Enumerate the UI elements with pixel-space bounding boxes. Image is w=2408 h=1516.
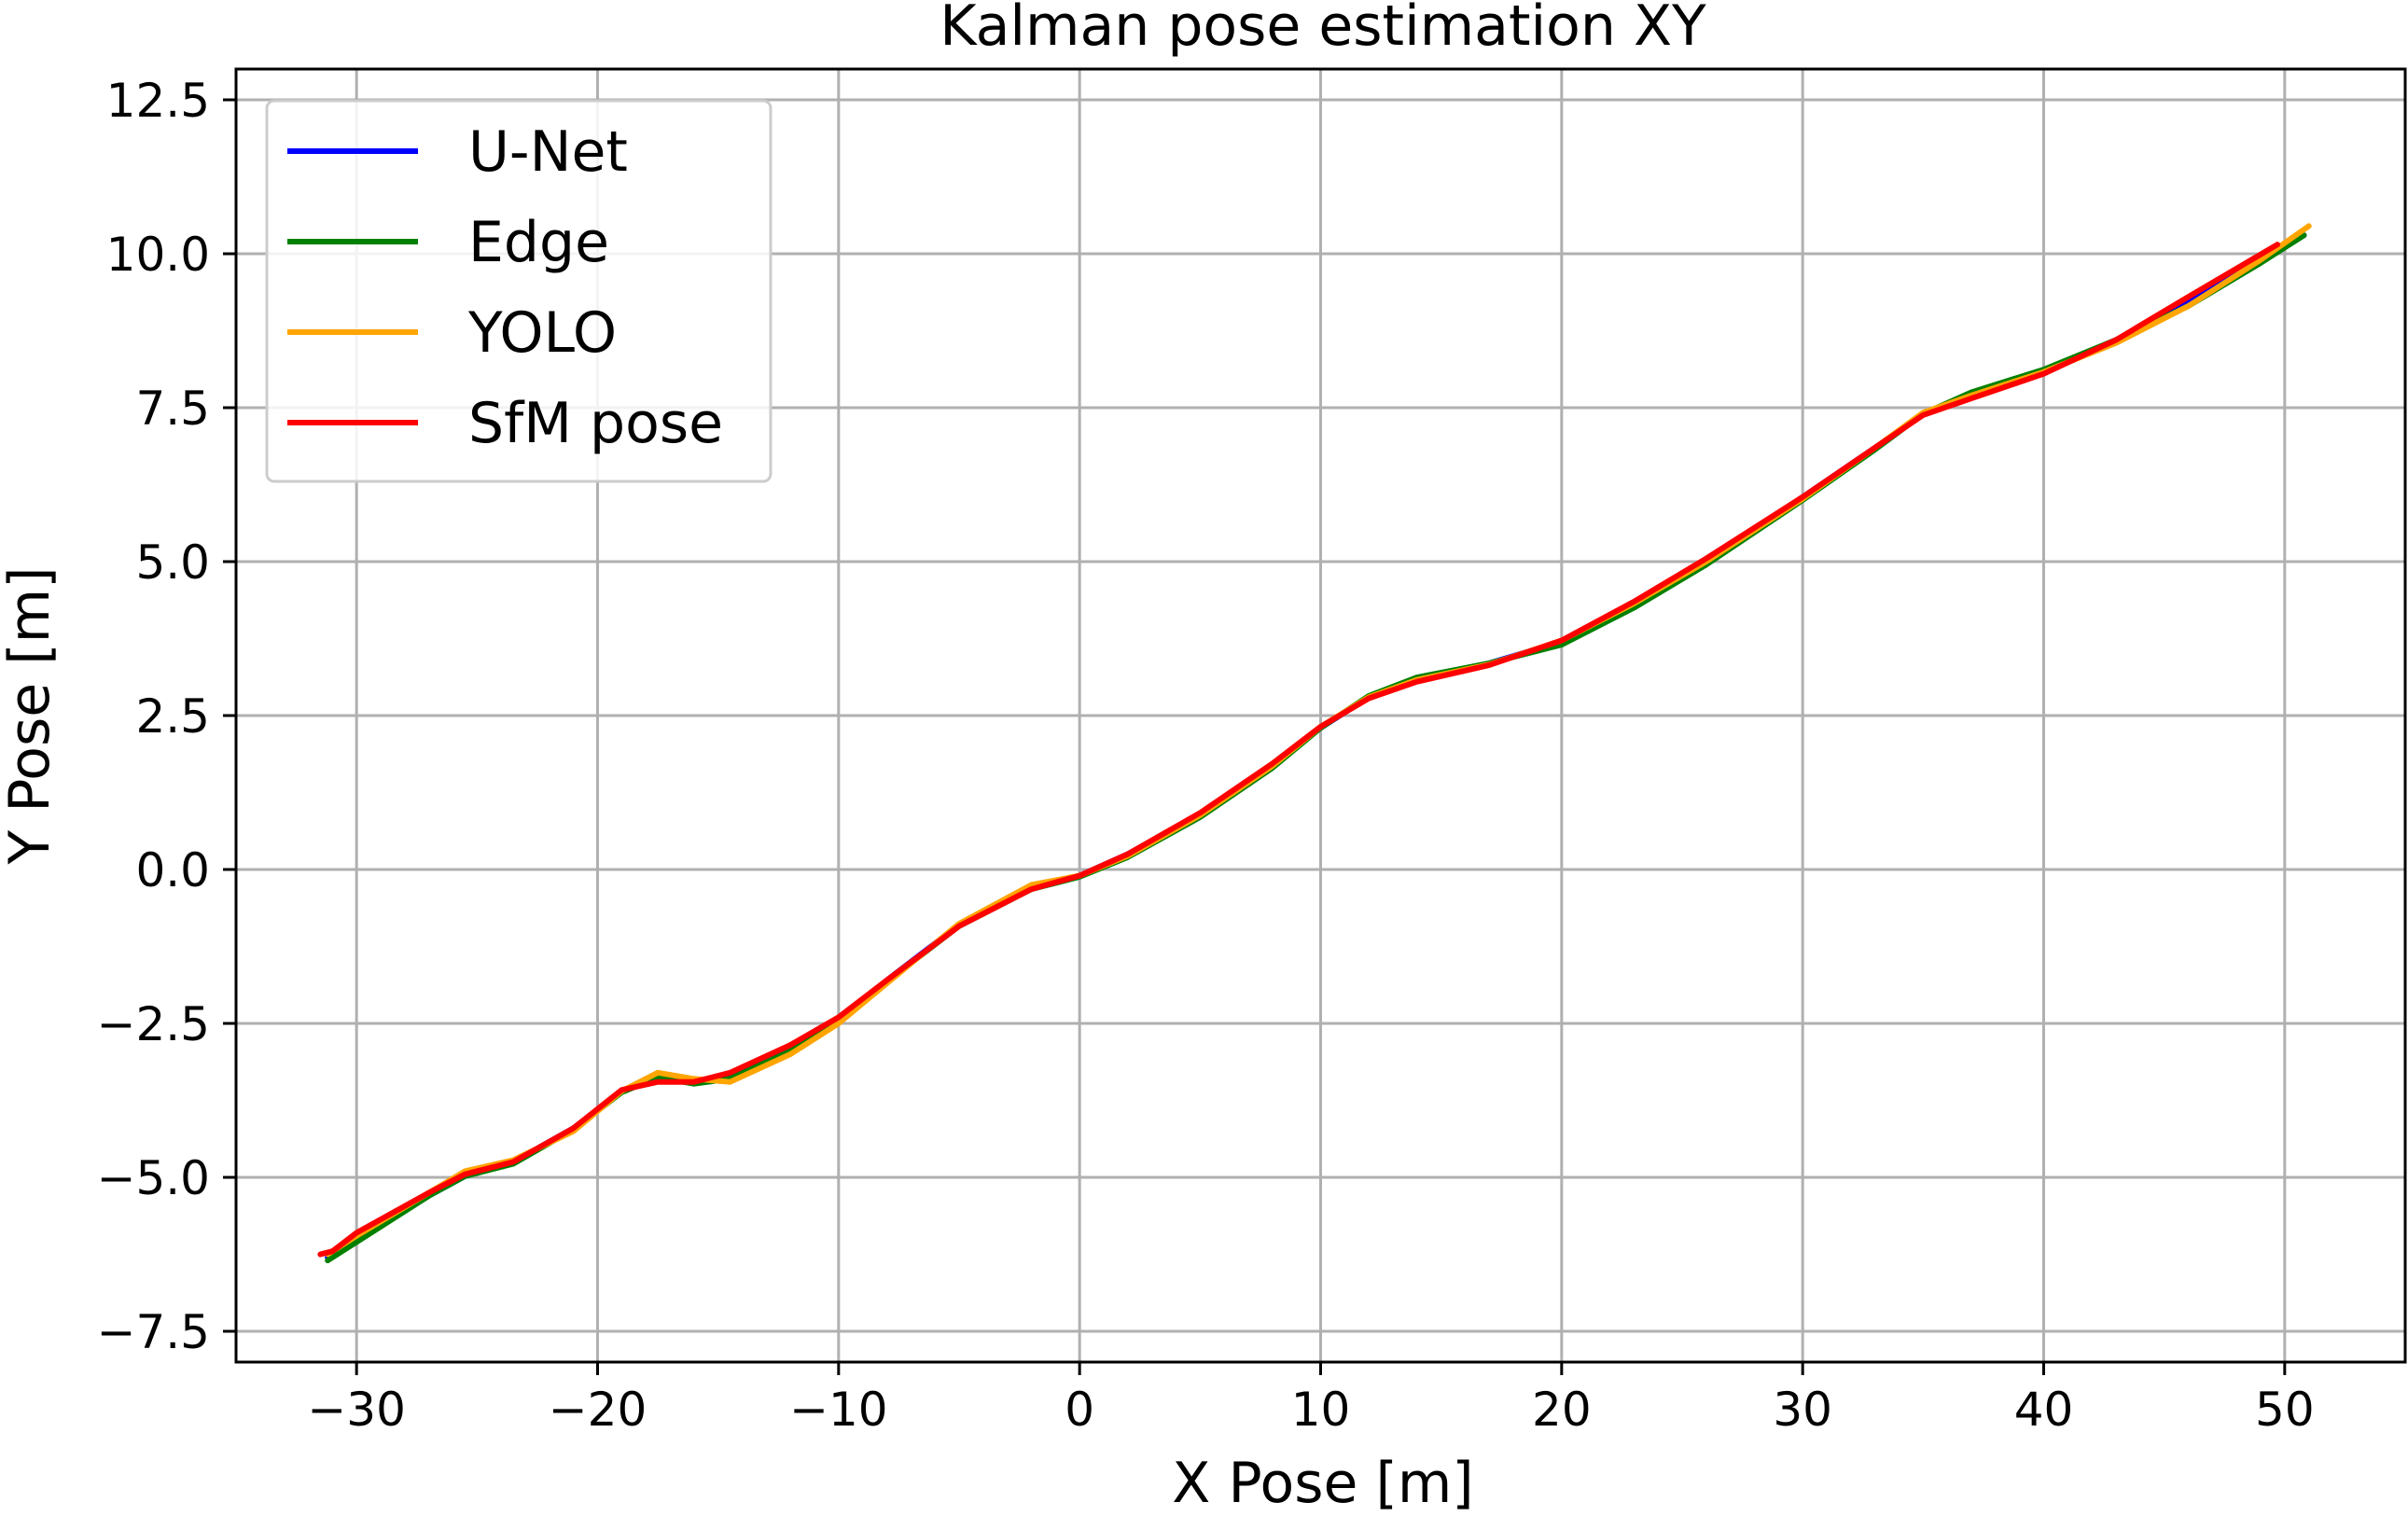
grid-lines — [236, 69, 2405, 1362]
series-line-sfm-pose — [317, 242, 2281, 1258]
legend-box — [265, 99, 773, 483]
x-axis-ticks: −30 −20 −10 0 10 20 30 40 50 — [307, 1362, 2315, 1437]
y-tick-label: 0.0 — [135, 843, 210, 897]
series-layer — [317, 223, 2312, 1264]
legend-label-yolo: YOLO — [467, 300, 617, 366]
y-tick-label: 7.5 — [135, 382, 210, 436]
y-tick-label: −5.0 — [97, 1151, 210, 1205]
y-tick-label: −7.5 — [97, 1305, 210, 1359]
x-tick-label: −10 — [789, 1383, 888, 1437]
x-tick-label: 30 — [1773, 1383, 1832, 1437]
x-axis-label: X Pose [m] — [1172, 1451, 1473, 1516]
y-tick-label: 5.0 — [135, 535, 210, 590]
y-tick-label: 12.5 — [106, 74, 210, 128]
y-axis-ticks: −7.5 −5.0 −2.5 0.0 2.5 5.0 7.5 10.0 12.5 — [97, 74, 236, 1359]
x-tick-label: 50 — [2255, 1383, 2315, 1437]
y-tick-label: 2.5 — [135, 689, 210, 744]
y-axis-label: Y Pose [m] — [0, 567, 63, 866]
legend-label-sfm-pose: SfM pose — [468, 391, 723, 456]
legend-label-u-net: U-Net — [468, 119, 628, 185]
x-tick-label: 0 — [1065, 1383, 1094, 1437]
x-tick-label: 20 — [1532, 1383, 1592, 1437]
x-tick-label: −20 — [549, 1383, 647, 1437]
legend-label-edge: Edge — [468, 210, 609, 275]
y-tick-label: 10.0 — [106, 228, 210, 282]
x-tick-label: 40 — [2014, 1383, 2074, 1437]
y-tick-label: −2.5 — [97, 997, 210, 1051]
legend: U-Net Edge YOLO SfM pose — [265, 99, 773, 483]
x-tick-label: −30 — [307, 1383, 406, 1437]
x-tick-label: 10 — [1291, 1383, 1351, 1437]
chart-title: Kalman pose estimation XY — [940, 0, 1706, 59]
